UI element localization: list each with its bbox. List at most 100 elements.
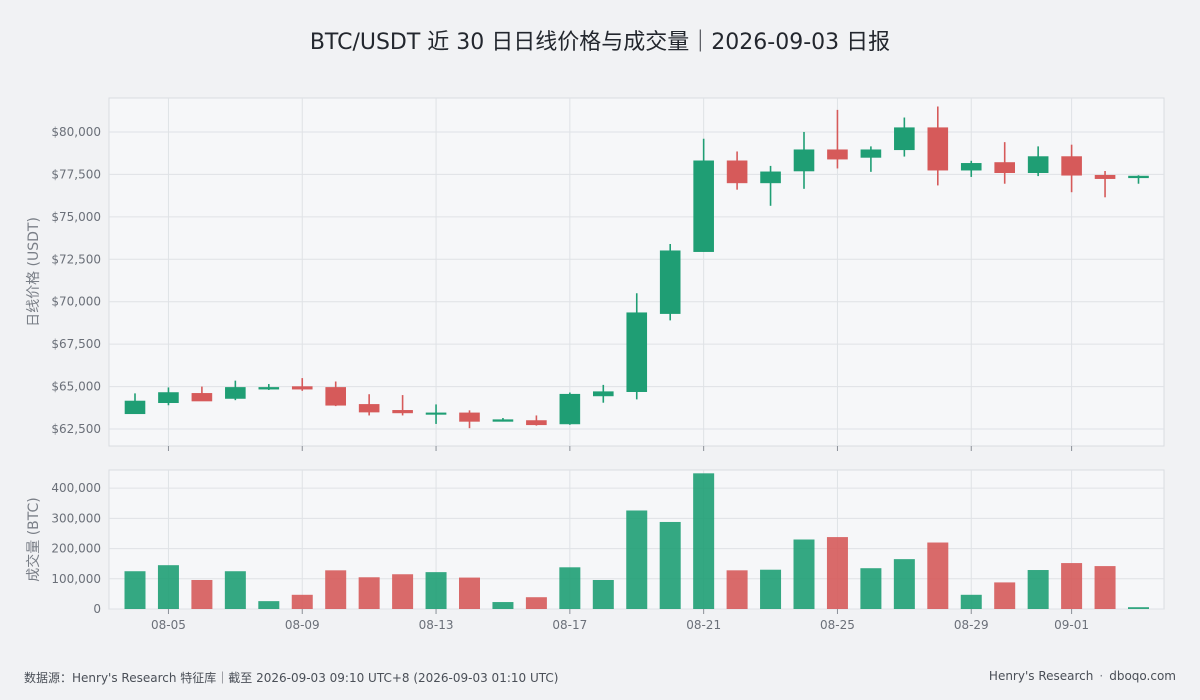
candle	[626, 293, 648, 400]
candle	[325, 381, 347, 407]
volume-bar	[693, 473, 715, 609]
candle	[225, 380, 246, 401]
x-tick-label: 08-25	[820, 618, 855, 632]
candle-body	[693, 160, 714, 252]
price-tick-label: $77,500	[51, 167, 101, 181]
candle-body	[994, 162, 1016, 173]
volume-bar	[1128, 607, 1149, 609]
x-tick-label: 08-09	[285, 618, 320, 632]
x-tick-label: 08-13	[419, 618, 454, 632]
price-tick-label: $70,000	[51, 295, 101, 309]
candle	[358, 394, 380, 416]
price-tick-label: $72,500	[51, 252, 101, 266]
candle	[693, 138, 714, 252]
candle	[994, 142, 1016, 184]
volume-bar	[760, 569, 782, 609]
candle-body	[325, 387, 347, 406]
price-tick-label: $80,000	[51, 125, 101, 139]
candle-body	[726, 160, 748, 184]
volume-bar	[191, 579, 213, 609]
candle	[760, 165, 781, 206]
brand-credit: Henry's Research · dboqo.com	[989, 669, 1176, 683]
volume-axis-title: 成交量 (BTC)	[25, 497, 42, 582]
candle	[459, 410, 480, 429]
candle-body	[793, 149, 815, 172]
candle	[559, 392, 581, 425]
candle-body	[927, 127, 949, 171]
candle	[726, 151, 748, 190]
x-tick-label: 08-05	[151, 618, 186, 632]
volume-tick-label: 300,000	[51, 511, 101, 525]
x-tick-label: 08-17	[552, 618, 587, 632]
candle-body	[225, 387, 246, 399]
candle-body	[358, 404, 380, 413]
volume-bar	[459, 577, 480, 609]
candle	[392, 395, 413, 416]
candle-body	[526, 420, 547, 426]
volume-bar	[1061, 563, 1083, 609]
volume-bar	[626, 510, 648, 609]
volume-bar	[224, 571, 246, 609]
volume-bar	[592, 579, 614, 609]
volume-bar	[258, 601, 280, 609]
volume-bar	[124, 571, 146, 609]
volume-bar	[1094, 566, 1116, 609]
candlestick-series	[124, 106, 1149, 429]
candle	[927, 106, 949, 186]
candle-body	[392, 410, 413, 414]
candle-body	[191, 393, 213, 402]
candle	[425, 404, 447, 424]
volume-bar	[392, 574, 414, 609]
candle	[894, 117, 915, 157]
candle	[793, 131, 815, 189]
candle	[1094, 170, 1116, 198]
candle-body	[827, 149, 848, 160]
volume-tick-label: 0	[93, 602, 101, 616]
candle	[291, 378, 313, 391]
candle-body	[760, 171, 781, 184]
volume-bar	[994, 582, 1016, 609]
volume-tick-label: 400,000	[51, 481, 101, 495]
candle-body	[1027, 156, 1049, 173]
candle-body	[659, 250, 681, 314]
volume-bar	[1027, 570, 1049, 609]
brand-name: Henry's Research	[988, 669, 1094, 683]
candle	[526, 415, 547, 426]
candle-body	[425, 412, 447, 415]
candle-body	[1128, 175, 1149, 179]
x-tick-label: 08-21	[686, 618, 721, 632]
candle	[158, 387, 179, 406]
site-link[interactable]: dboqo.com	[1109, 669, 1176, 683]
volume-bar	[726, 570, 748, 609]
price-tick-label: $67,500	[51, 337, 101, 351]
candle	[827, 109, 848, 169]
candle	[492, 417, 514, 422]
volume-bar	[358, 577, 380, 609]
volume-bar	[525, 597, 547, 609]
candle-body	[1094, 174, 1116, 179]
candle	[592, 384, 614, 403]
volume-bar	[659, 521, 681, 609]
x-tick-label: 08-29	[954, 618, 989, 632]
candle	[1128, 175, 1149, 184]
candle	[960, 160, 982, 177]
volume-bar	[425, 572, 447, 609]
candle	[258, 384, 280, 390]
candle	[659, 243, 681, 321]
volume-bar	[860, 568, 882, 609]
price-tick-label: $62,500	[51, 422, 101, 436]
candle-body	[592, 391, 614, 397]
price-tick-label: $65,000	[51, 380, 101, 394]
candle	[191, 386, 213, 402]
volume-bar	[960, 594, 982, 609]
separator-dot: ·	[1099, 669, 1104, 683]
candle-body	[158, 392, 179, 404]
candle-body	[492, 419, 514, 422]
candle	[1027, 146, 1049, 177]
axis-labels: $62,500 $65,000 $67,500 $70,000 $72,500 $75,0…	[25, 125, 1089, 632]
price-tick-label: $75,000	[51, 210, 101, 224]
candle-body	[459, 412, 480, 422]
candle-body	[124, 400, 146, 415]
